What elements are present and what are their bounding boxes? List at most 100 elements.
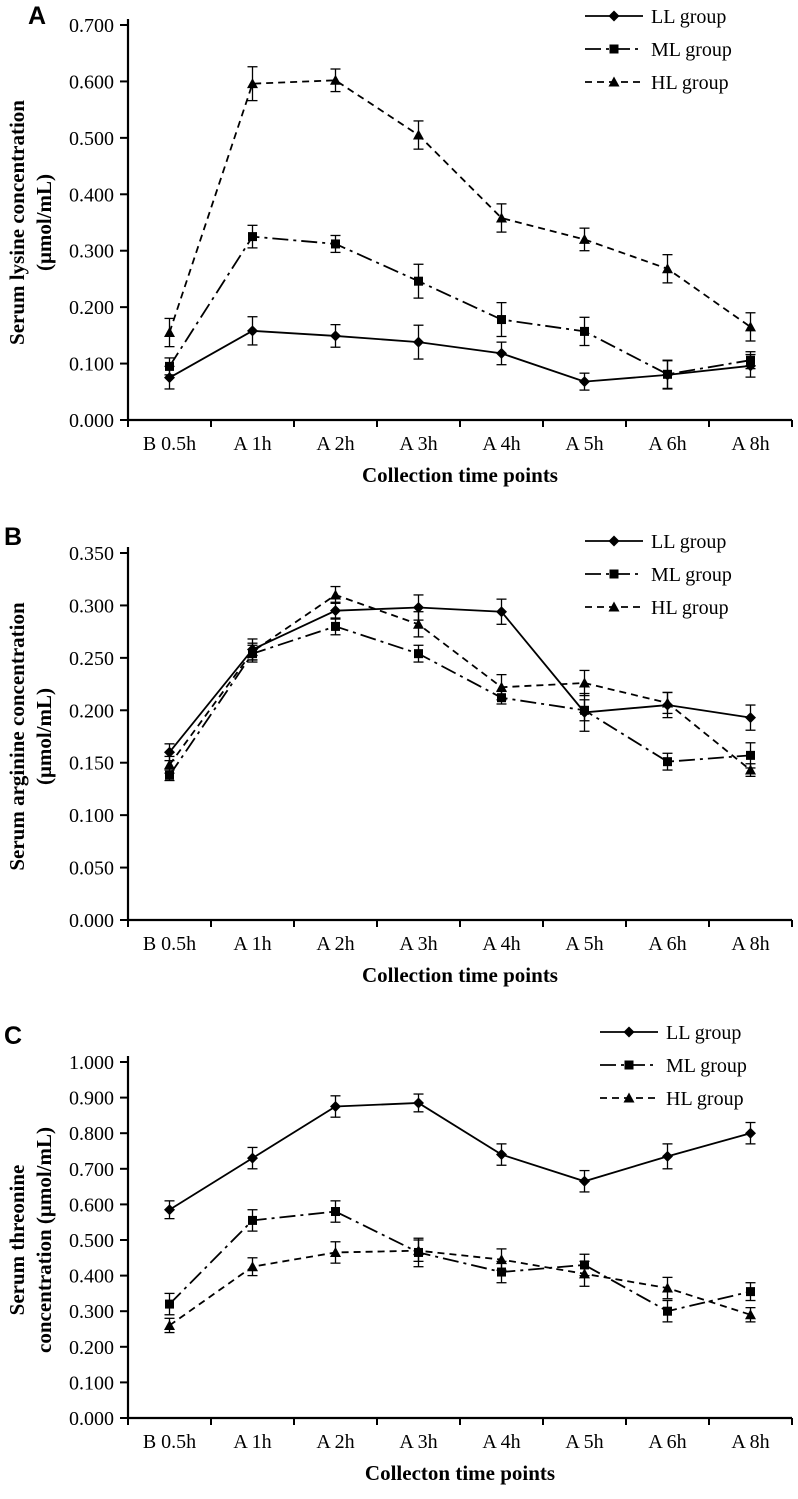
y-tick-label: 0.100 [69, 805, 114, 827]
square-marker [165, 361, 174, 371]
legend-item: HL group [585, 72, 729, 94]
legend-label: ML group [651, 39, 732, 61]
triangle-marker [662, 697, 673, 708]
legend-item: ML group [585, 39, 732, 61]
x-axis-title: Collecton time points [365, 1461, 555, 1485]
diamond-marker [579, 1175, 590, 1187]
x-tick-label: A 6h [648, 433, 686, 455]
diamond-marker [164, 746, 175, 758]
diamond-marker [662, 1150, 673, 1162]
triangle-marker [330, 1246, 341, 1257]
legend-item: LL group [585, 531, 726, 553]
diamond-marker [608, 10, 620, 22]
y-tick-label: 0.700 [69, 15, 114, 37]
square-marker [165, 770, 174, 780]
x-tick-label: B 0.5h [143, 1431, 196, 1453]
legend-item: HL group [600, 1088, 744, 1110]
triangle-marker [247, 1261, 258, 1272]
triangle-marker [413, 129, 424, 140]
square-marker [248, 1215, 257, 1225]
x-tick-label: A 4h [482, 1431, 520, 1453]
x-tick-label: A 1h [233, 933, 271, 955]
diamond-marker [496, 606, 507, 618]
y-tick-label: 0.500 [69, 128, 114, 150]
y-tick-label: 0.000 [69, 410, 114, 432]
x-tick-label: B 0.5h [143, 933, 196, 955]
panel-b-chart: 0.000 0.050 0.100 0.150 0.200 0.250 0.300 0.350… [0, 505, 798, 1000]
x-tick-label: A 5h [565, 433, 603, 455]
x-tick-label: B 0.5h [143, 433, 196, 455]
square-marker [663, 757, 672, 767]
square-marker [497, 1267, 506, 1277]
diamond-marker [413, 336, 424, 348]
y-axis-title: Serum lysine concentration [5, 100, 29, 345]
y-tick-label: 0.050 [69, 858, 114, 880]
square-marker [414, 649, 423, 659]
x-tick-label: A 2h [316, 433, 354, 455]
square-marker [746, 1287, 755, 1297]
x-tick-label: A 8h [731, 1431, 769, 1453]
triangle-marker [579, 1268, 590, 1279]
y-tick-label: 0.250 [69, 648, 114, 670]
series-line-HL-group [168, 79, 752, 333]
triangle-marker [623, 1092, 635, 1103]
chart-svg-B: 0.000 0.050 0.100 0.150 0.200 0.250 0.300 0.350… [4, 523, 793, 987]
series-line-LL-group [169, 1102, 751, 1211]
square-marker [331, 621, 340, 631]
y-tick-label: 0.000 [69, 1408, 114, 1430]
x-tick-label: A 5h [565, 933, 603, 955]
x-tick-label: A 3h [399, 933, 437, 955]
y-tick-label: 0.600 [69, 71, 114, 93]
diamond-marker [608, 535, 620, 547]
y-axis-title: (μmol/mL) [32, 174, 56, 271]
square-marker [580, 326, 589, 336]
triangle-marker [745, 321, 756, 332]
y-tick-label: 1.000 [69, 1052, 114, 1074]
legend-label: LL group [651, 6, 726, 28]
panel-letter: B [4, 523, 22, 551]
chart-svg-C: 0.000 0.100 0.200 0.300 0.400 0.500 0.600 0.700… [4, 1022, 793, 1485]
legend-label: HL group [666, 1088, 744, 1110]
triangle-marker [330, 589, 341, 600]
triangle-marker [413, 618, 424, 629]
diamond-marker [413, 602, 424, 614]
diamond-marker [745, 1127, 756, 1139]
y-tick-label: 0.350 [69, 543, 114, 565]
y-tick-label: 0.800 [69, 1123, 114, 1145]
series-line-LL-group [169, 329, 751, 383]
diamond-marker [496, 1149, 507, 1161]
triangle-marker [662, 263, 673, 274]
diamond-marker [164, 1204, 175, 1216]
triangle-marker [745, 1309, 756, 1320]
legend-item: HL group [585, 597, 729, 619]
triangle-marker [164, 1319, 175, 1330]
diamond-marker [496, 347, 507, 359]
square-marker [497, 315, 506, 325]
legend-item: ML group [600, 1055, 747, 1077]
x-axis-title: Collection time points [362, 463, 558, 487]
y-tick-label: 0.100 [69, 1372, 114, 1394]
y-tick-label: 0.150 [69, 753, 114, 775]
triangle-marker [745, 764, 756, 775]
y-axis-title: concentration (μmol/mL) [32, 1127, 56, 1353]
triangle-marker [330, 74, 341, 85]
y-tick-label: 0.300 [69, 1301, 114, 1323]
square-marker [331, 239, 340, 249]
square-marker [746, 750, 755, 760]
legend-label: ML group [651, 564, 732, 586]
triangle-marker [608, 76, 620, 87]
triangle-marker [496, 1254, 507, 1265]
triangle-marker [413, 1245, 424, 1256]
diamond-marker [623, 1026, 635, 1038]
y-tick-label: 0.300 [69, 595, 114, 617]
panel-a-chart: 0.000 0.100 0.200 0.300 0.400 0.500 0.600 0.700… [0, 0, 798, 505]
y-axis-title: Serum threonine [5, 1165, 29, 1316]
square-marker [746, 355, 755, 365]
triangle-marker [496, 681, 507, 692]
legend-label: HL group [651, 597, 729, 619]
x-tick-label: A 8h [731, 433, 769, 455]
y-axis-title: Serum arginine concentration [5, 602, 29, 871]
x-tick-label: A 4h [482, 433, 520, 455]
triangle-marker [247, 646, 258, 657]
